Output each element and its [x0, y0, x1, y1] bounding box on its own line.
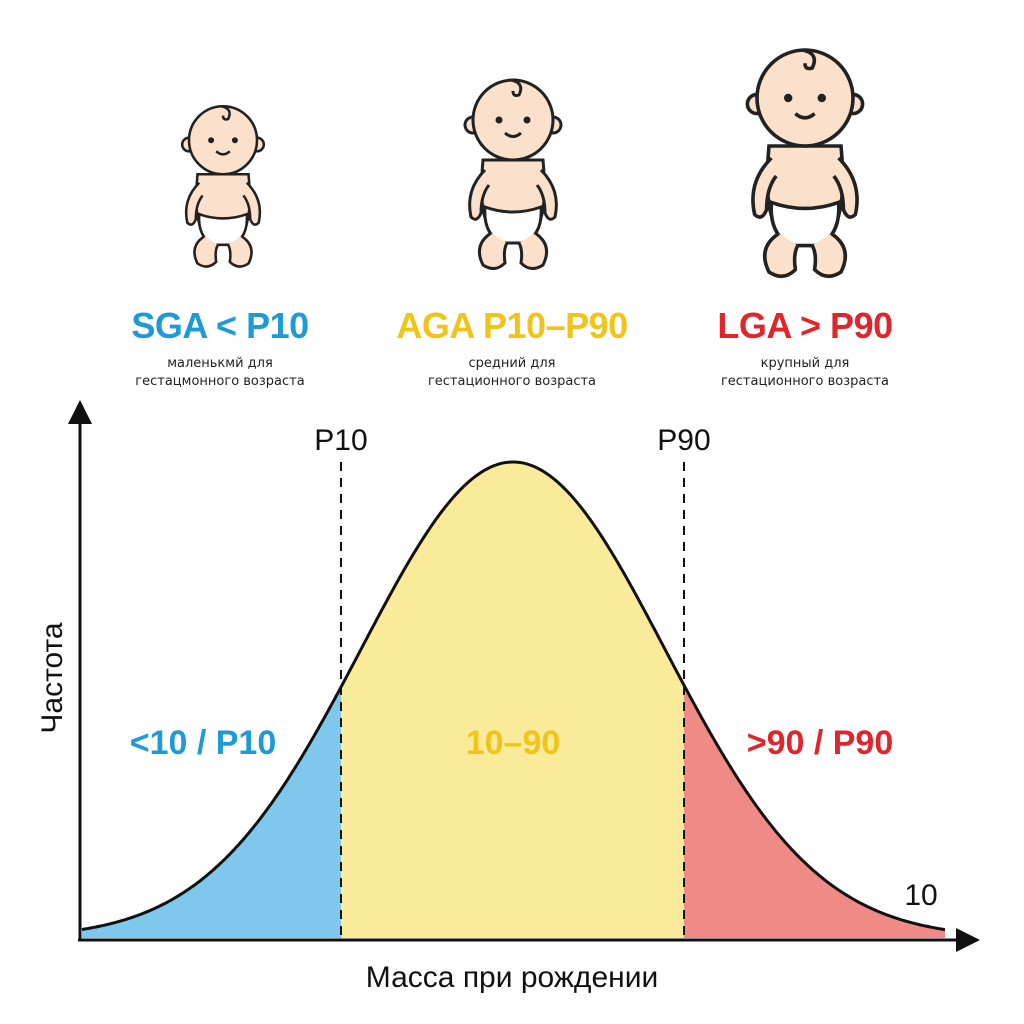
lga-subtitle-2: гестационного возраста [720, 374, 890, 389]
region-lga-label: >90 / P90 [747, 724, 894, 762]
lga-subtitle-1: крупный для [760, 356, 850, 371]
aga-title: AGA P10–P90 [396, 305, 628, 346]
region-aga-fill [341, 462, 684, 938]
p10-label: P10 [314, 424, 367, 457]
sga-title: SGA < P10 [131, 305, 309, 346]
sga-subtitle-2: гестацмонного возраста [135, 374, 305, 389]
medium-baby-icon [463, 78, 563, 271]
aga-category: AGA P10–P90 средний для гестационного воз… [362, 305, 662, 391]
p90-label: P90 [657, 424, 710, 457]
y-axis-label: Частота [36, 622, 69, 734]
end-label: 10 [904, 879, 937, 912]
large-baby-icon [745, 48, 865, 279]
region-sga-fill [82, 687, 341, 938]
region-sga-label: <10 / P10 [130, 724, 277, 762]
region-aga-label: 10–90 [466, 724, 561, 762]
small-baby-icon [180, 104, 266, 268]
lga-category: LGA > P90 крупный для гестационного возра… [655, 305, 955, 391]
lga-title: LGA > P90 [717, 305, 893, 346]
sga-category: SGA < P10 маленькмй для гестацмонного воз… [70, 305, 370, 391]
sga-subtitle-1: маленькмй для [167, 356, 273, 371]
bell-curve [81, 460, 946, 932]
x-axis-label: Масса при рождении [366, 961, 658, 994]
aga-subtitle-1: средний для [468, 356, 556, 371]
aga-subtitle-2: гестационного возраста [427, 374, 597, 389]
region-lga-fill [684, 685, 945, 938]
